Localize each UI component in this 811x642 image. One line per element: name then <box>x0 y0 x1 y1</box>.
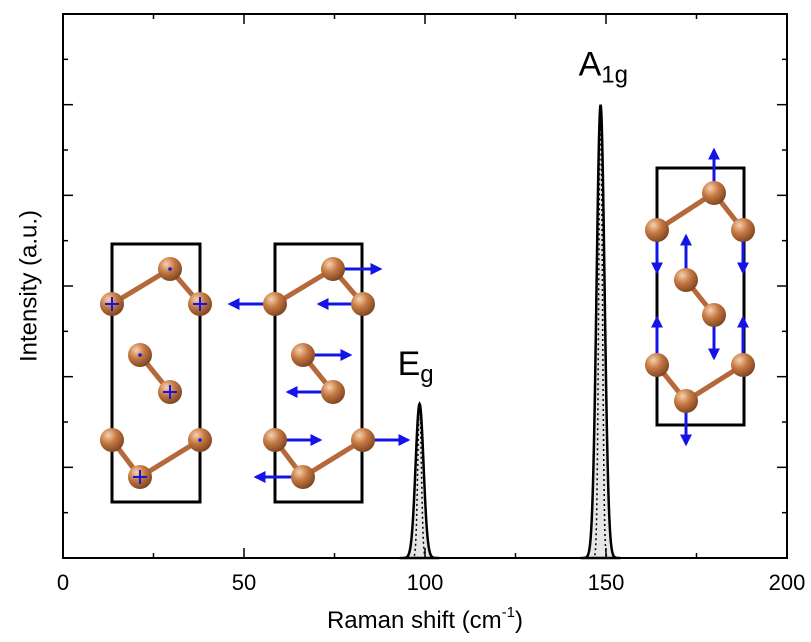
atom <box>351 292 375 316</box>
x-tick-label: 200 <box>769 570 806 595</box>
x-tick-label: 150 <box>588 570 625 595</box>
atom <box>291 343 315 367</box>
x-axis-label: Raman shift (cm-1) <box>327 604 523 634</box>
atom <box>731 218 755 242</box>
x-axis-label-text: Raman shift (cm <box>327 607 502 634</box>
dot <box>198 438 202 442</box>
dot <box>138 353 142 357</box>
peak-label: Eg <box>398 345 434 388</box>
peak-label: A1g <box>579 46 628 89</box>
dot <box>168 267 172 271</box>
atom <box>351 428 375 452</box>
unit-cell <box>110 242 202 504</box>
atom <box>263 292 287 316</box>
atom <box>674 268 698 292</box>
peak-component <box>591 104 610 559</box>
x-tick-label: 100 <box>407 570 444 595</box>
structure-diagrams <box>100 147 755 504</box>
unit-cell <box>655 166 746 427</box>
atom <box>702 303 726 327</box>
peak-label-sub: g <box>420 361 433 388</box>
atom <box>321 380 345 404</box>
peak <box>580 104 621 560</box>
atom <box>100 428 124 452</box>
atom <box>645 353 669 377</box>
x-axis-label-end: ) <box>515 607 523 634</box>
atom <box>321 257 345 281</box>
atom <box>263 428 287 452</box>
x-tick-label: 0 <box>57 570 69 595</box>
peak-label-main: A <box>579 46 602 84</box>
peak-label-main: E <box>398 345 421 383</box>
unit-cell <box>273 242 364 504</box>
x-axis-label-sup: -1 <box>502 604 515 621</box>
x-tick-label: 50 <box>232 570 256 595</box>
atom <box>702 181 726 205</box>
atom <box>674 389 698 413</box>
atom <box>645 218 669 242</box>
atom <box>291 465 315 489</box>
atom <box>731 353 755 377</box>
y-axis-label: Intensity (a.u.) <box>15 210 42 362</box>
peak-label-sub: 1g <box>601 62 628 89</box>
peak <box>399 401 440 560</box>
